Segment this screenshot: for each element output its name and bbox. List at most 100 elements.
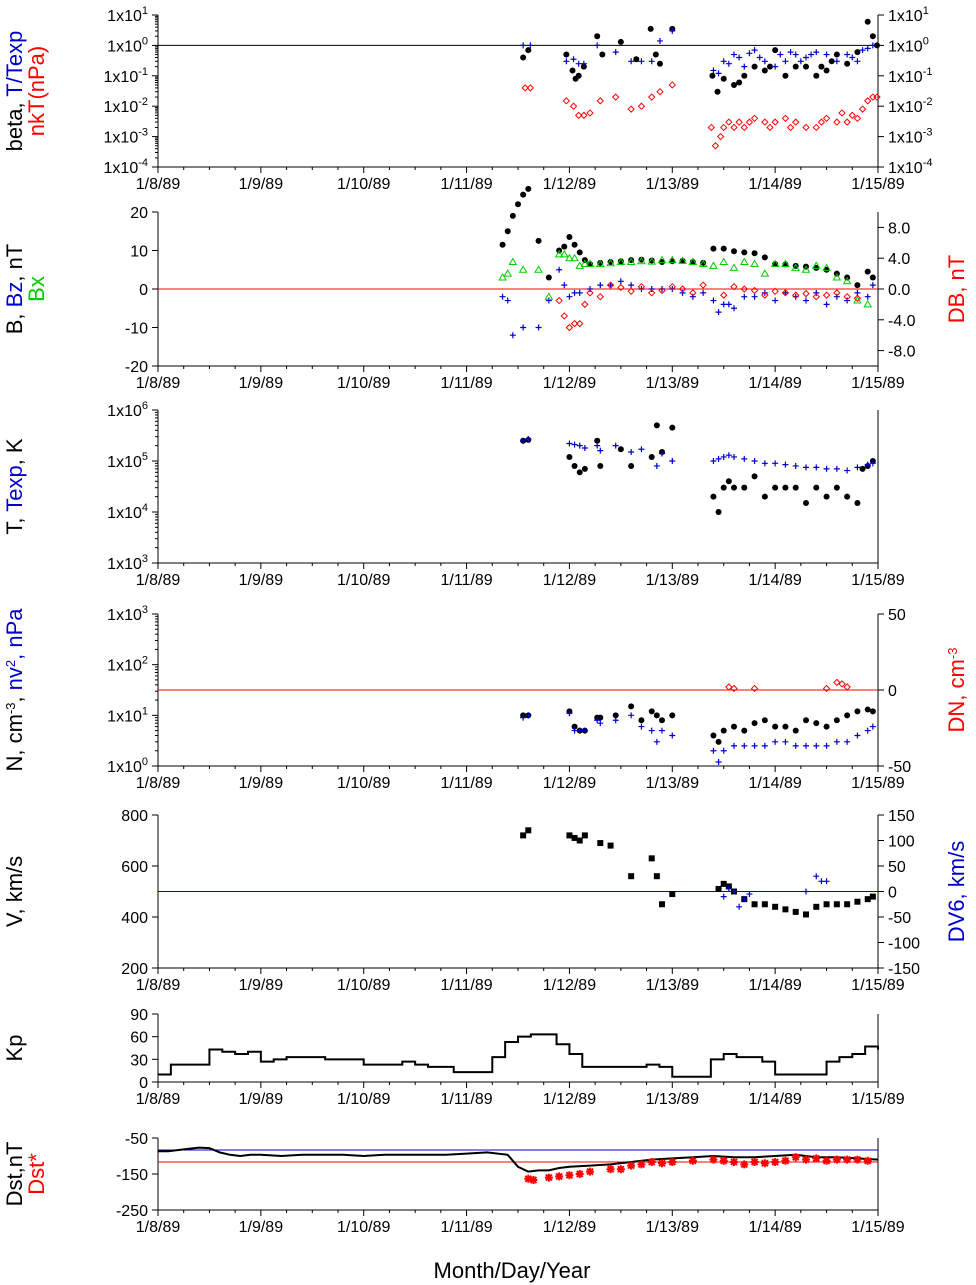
y-axis-label: Kp — [2, 1035, 27, 1062]
data-point — [853, 114, 862, 123]
data-point — [637, 282, 646, 291]
data-point — [596, 292, 604, 301]
y-axis-label: T, Texp, K — [2, 438, 27, 535]
data-point — [581, 832, 588, 839]
data-point — [792, 742, 799, 749]
data-point — [761, 291, 769, 299]
data-point — [751, 63, 758, 70]
data-point — [750, 259, 759, 267]
data-point — [803, 717, 809, 724]
x-tick-label: 1/14/89 — [748, 572, 801, 589]
data-point — [813, 289, 820, 296]
data-point — [698, 259, 708, 267]
data-point — [563, 51, 570, 58]
data-point — [678, 285, 687, 293]
data-point — [802, 289, 810, 298]
data-point — [565, 253, 574, 262]
y-right-tick-label: 0 — [888, 885, 897, 902]
series-1 — [520, 27, 876, 77]
y-tick-label: -20 — [125, 359, 148, 376]
panel-velocity: 1/8/89 1/9/89 1/10/89 1/11/89 1/12/89 1/13/89… — [2, 808, 969, 994]
data-point — [833, 293, 840, 300]
data-point — [781, 289, 790, 297]
data-point — [761, 460, 768, 467]
data-point — [659, 901, 665, 908]
data-point — [813, 264, 820, 271]
data-point — [700, 289, 707, 296]
data-point — [658, 286, 666, 295]
data-point — [781, 114, 790, 123]
data-point — [811, 261, 821, 269]
series-0 — [520, 422, 876, 515]
x-tick-label: 1/13/89 — [646, 775, 699, 792]
data-point — [823, 723, 830, 730]
data-point — [587, 286, 593, 292]
y-right-tick-label: 0 — [888, 683, 897, 700]
x-tick-label: 1/10/89 — [337, 572, 390, 589]
data-point — [616, 257, 626, 266]
data-point — [864, 97, 872, 105]
data-point — [720, 301, 727, 308]
data-point — [576, 837, 583, 844]
y-tick-label: 1x10-4 — [104, 157, 148, 177]
x-tick-label: 1/14/89 — [748, 977, 801, 994]
data-point — [648, 727, 655, 734]
y-tick-label: 1x101 — [107, 705, 148, 725]
series-2 — [725, 678, 851, 693]
data-point — [520, 324, 527, 331]
x-tick-label: 1/10/89 — [337, 1219, 390, 1236]
data-point — [715, 758, 722, 765]
data-point — [864, 268, 871, 275]
y-tick-label: 0 — [139, 282, 148, 299]
data-point — [575, 60, 582, 67]
data-point — [529, 1176, 538, 1184]
data-point — [574, 111, 583, 120]
series-1 — [499, 266, 876, 339]
data-point — [648, 708, 655, 715]
series-0 — [158, 1146, 879, 1173]
y-right-tick-label: 1x10-1 — [888, 66, 932, 86]
data-point — [869, 460, 876, 467]
x-tick-label: 1/13/89 — [646, 572, 699, 589]
data-point — [520, 437, 527, 444]
data-point — [715, 509, 722, 515]
y-tick-label: 1x10-3 — [104, 127, 148, 147]
data-point — [813, 72, 820, 79]
data-point — [581, 727, 588, 734]
data-point — [813, 484, 820, 491]
data-point — [633, 56, 640, 63]
data-point — [599, 51, 606, 58]
data-point — [822, 263, 831, 271]
data-point — [648, 58, 655, 65]
data-point — [761, 67, 768, 74]
data-point — [653, 873, 660, 880]
data-point — [812, 292, 820, 301]
y-right-tick-label: 0.0 — [888, 282, 910, 299]
data-point — [859, 47, 866, 54]
x-tick-label: 1/12/89 — [543, 1091, 596, 1108]
data-point — [570, 253, 579, 262]
data-point — [668, 81, 676, 89]
data-point — [710, 493, 717, 500]
data-point — [843, 683, 851, 691]
data-point — [638, 723, 645, 730]
data-point — [648, 93, 656, 101]
data-point — [597, 720, 604, 727]
data-point — [792, 63, 799, 70]
data-point — [597, 462, 604, 469]
data-point — [864, 293, 871, 300]
data-point — [813, 873, 820, 880]
data-point — [792, 727, 799, 734]
data-point — [699, 281, 707, 289]
data-point — [628, 58, 635, 65]
data-point — [750, 1158, 759, 1166]
data-point — [832, 272, 842, 281]
y-tick-label: 400 — [121, 910, 148, 927]
data-point — [607, 282, 614, 289]
y-axis-label: Dst,nT — [2, 1142, 27, 1207]
data-point — [520, 191, 527, 198]
data-point — [720, 75, 727, 82]
x-tick-label: 1/10/89 — [337, 176, 390, 193]
x-tick-label: 1/15/89 — [851, 977, 904, 994]
x-tick-label: 1/8/89 — [136, 1091, 181, 1108]
